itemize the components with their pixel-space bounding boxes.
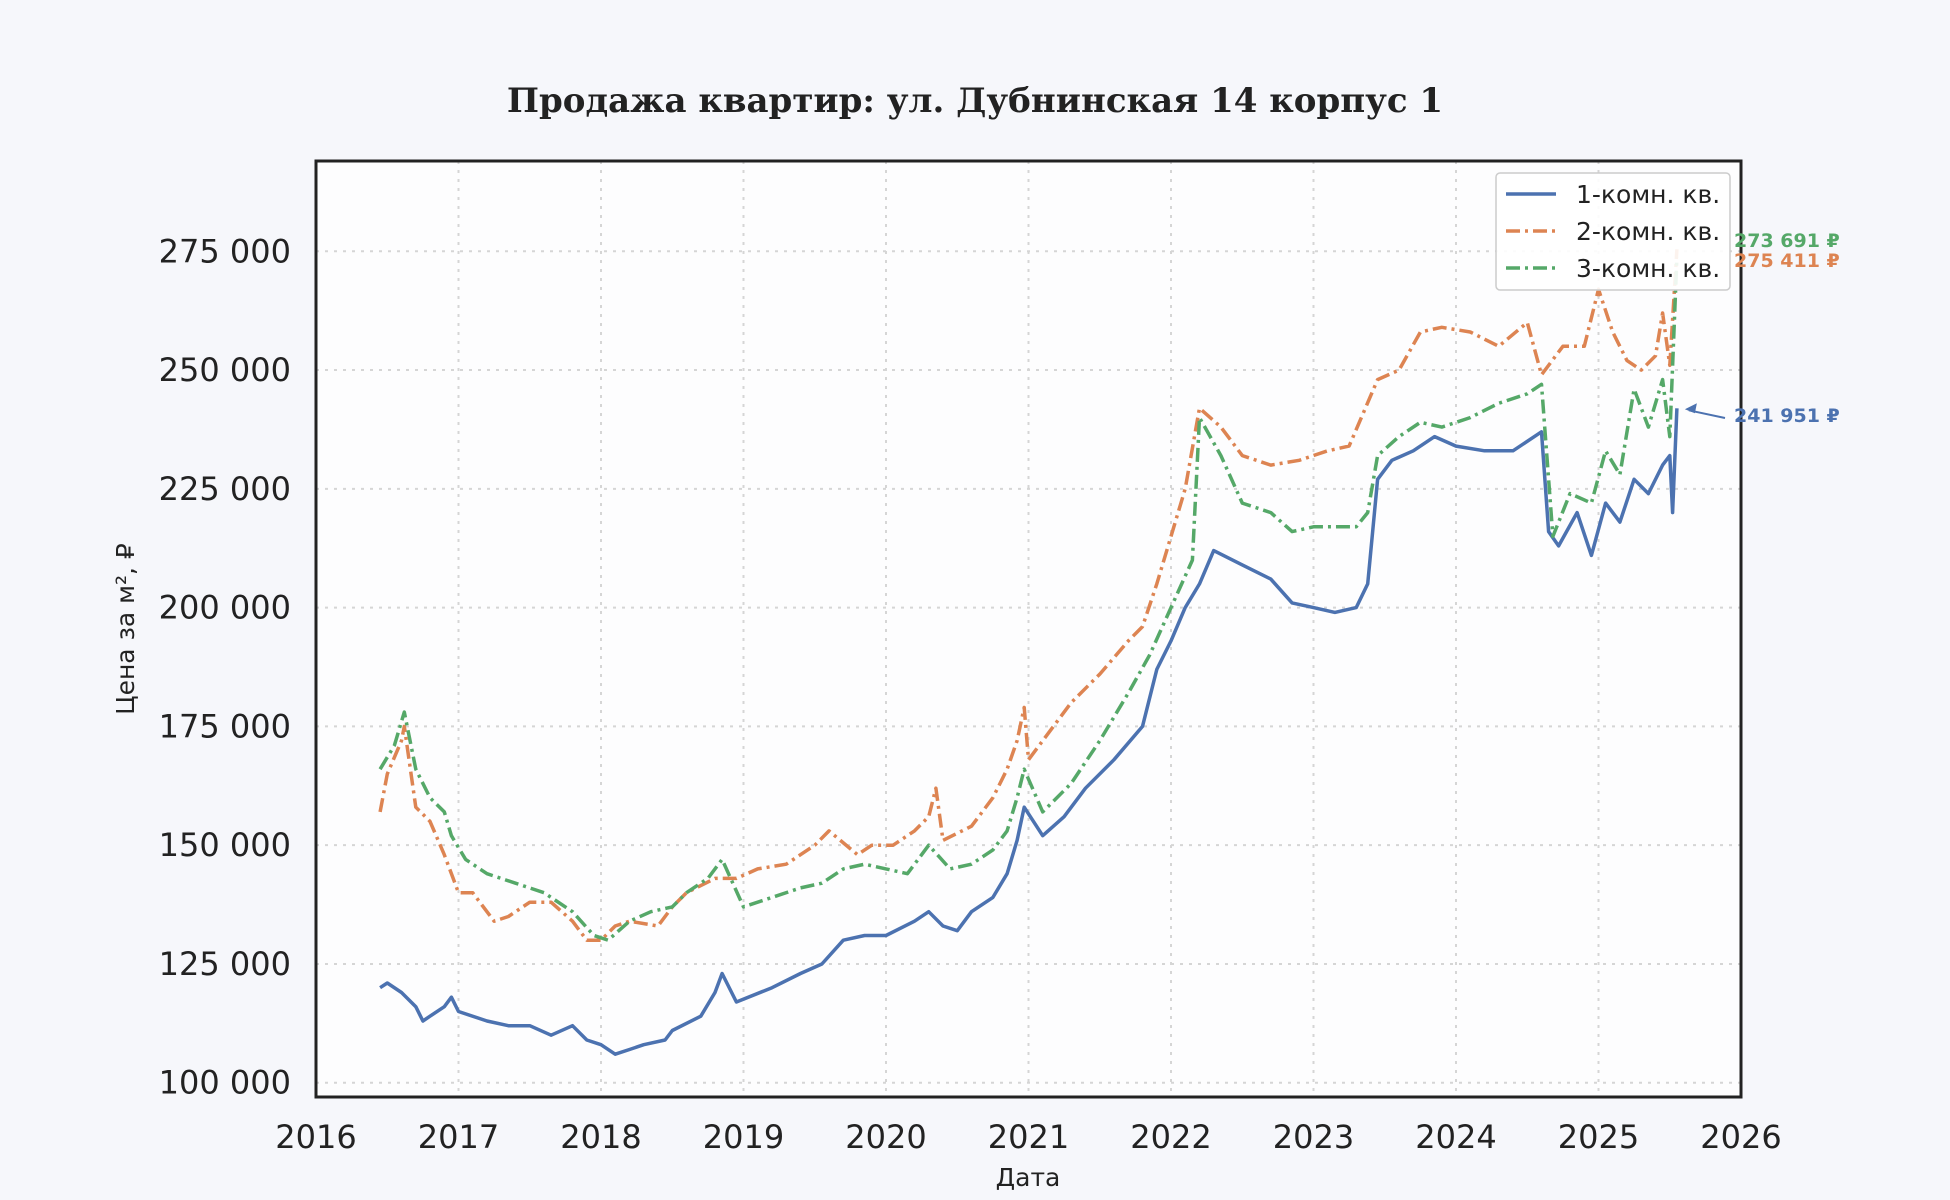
- x-tick-label: 2017: [418, 1118, 499, 1156]
- y-tick-label: 150 000: [159, 826, 291, 864]
- y-tick-label: 200 000: [159, 589, 291, 627]
- legend-label: 2-комн. кв.: [1576, 217, 1720, 246]
- x-tick-label: 2024: [1415, 1118, 1496, 1156]
- y-tick-label: 100 000: [159, 1064, 291, 1102]
- end-value-label: 241 951 ₽: [1734, 405, 1840, 427]
- x-tick-label: 2021: [988, 1118, 1069, 1156]
- legend-box: [1495, 172, 1731, 291]
- plot-frame: [314, 159, 1743, 1099]
- legend-label: 3-комн. кв.: [1576, 254, 1720, 283]
- x-tick-label: 2020: [845, 1118, 926, 1156]
- y-axis-title: Цена за м², ₽: [111, 543, 140, 715]
- series-line-1: [379, 408, 1679, 1056]
- series-line-3: [378, 257, 1679, 942]
- x-tick-label: 2023: [1273, 1118, 1354, 1156]
- x-tick-label: 2016: [275, 1118, 356, 1156]
- legend-label: 1-комн. кв.: [1576, 180, 1720, 209]
- end-value-label: 275 411 ₽: [1734, 250, 1840, 272]
- end-value-label: 273 691 ₽: [1734, 230, 1840, 252]
- y-tick-label: 275 000: [159, 232, 291, 270]
- x-tick-label: 2019: [703, 1118, 784, 1156]
- series-lines: [378, 249, 1679, 1056]
- x-axis-ticks: 2016 2017 2018 2019 2020 2021 2022 2023 2024 2025…: [275, 1118, 1781, 1156]
- x-tick-label: 2026: [1700, 1118, 1781, 1156]
- y-tick-label: 250 000: [159, 351, 291, 389]
- x-axis-title: Дата: [996, 1163, 1061, 1192]
- series-line-2: [378, 249, 1679, 942]
- y-tick-label: 175 000: [159, 707, 291, 745]
- x-tick-label: 2025: [1558, 1118, 1639, 1156]
- y-tick-label: 225 000: [159, 470, 291, 508]
- end-value-labels: 241 951 ₽ 275 411 ₽273 691 ₽: [1684, 230, 1840, 427]
- end-label-arrowhead: [1684, 403, 1697, 414]
- chart-title: Продажа квартир: ул. Дубнинская 14 корпу…: [507, 81, 1443, 121]
- y-axis-ticks: 100 000 125 000 150 000 175 000 200 000 225 0…: [159, 232, 291, 1101]
- y-tick-label: 125 000: [159, 945, 291, 983]
- x-tick-label: 2022: [1130, 1118, 1211, 1156]
- legend: 1-комн. кв. 2-комн. кв. 3-комн. кв.: [1495, 172, 1731, 291]
- x-tick-label: 2018: [560, 1118, 641, 1156]
